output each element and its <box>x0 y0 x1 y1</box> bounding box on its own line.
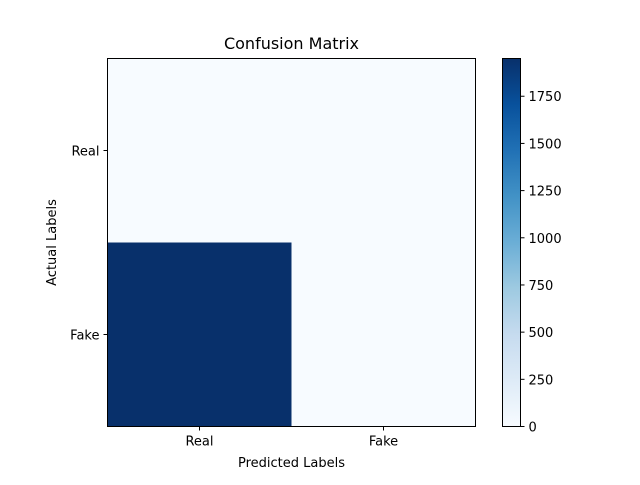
colorbar-tick-label: 500 <box>529 326 554 341</box>
colorbar-tick-label: 0 <box>529 421 537 436</box>
chart-title: Confusion Matrix <box>224 34 359 53</box>
colorbar-tick-label: 1500 <box>529 137 562 152</box>
heatmap-cell <box>291 58 476 243</box>
x-tick-label: Fake <box>369 435 398 450</box>
heatmap-cell <box>291 242 476 427</box>
colorbar-ticks: 0 250 500 750 1000 1250 1500 1750 <box>520 90 562 436</box>
heatmap-cell <box>107 58 292 243</box>
heatmap-cell <box>107 242 292 427</box>
colorbar <box>502 58 521 427</box>
y-tick-label: Fake <box>70 329 99 344</box>
plot-frame <box>107 58 476 427</box>
heatmap-cells <box>107 58 476 427</box>
x-tick-label: Real <box>185 435 213 450</box>
colorbar-tick-label: 1250 <box>529 185 562 200</box>
colorbar-tick-label: 1000 <box>529 232 562 247</box>
colorbar-tick-label: 1750 <box>529 90 562 105</box>
colorbar-tick-label: 250 <box>529 373 554 388</box>
y-axis-ticks: Real Fake <box>70 145 108 344</box>
y-tick-label: Real <box>71 145 99 160</box>
colorbar-tick-label: 750 <box>529 279 554 294</box>
x-axis-label: Predicted Labels <box>238 456 345 471</box>
y-axis-label: Actual Labels <box>45 199 60 286</box>
x-axis-ticks: Real Fake <box>185 426 398 450</box>
